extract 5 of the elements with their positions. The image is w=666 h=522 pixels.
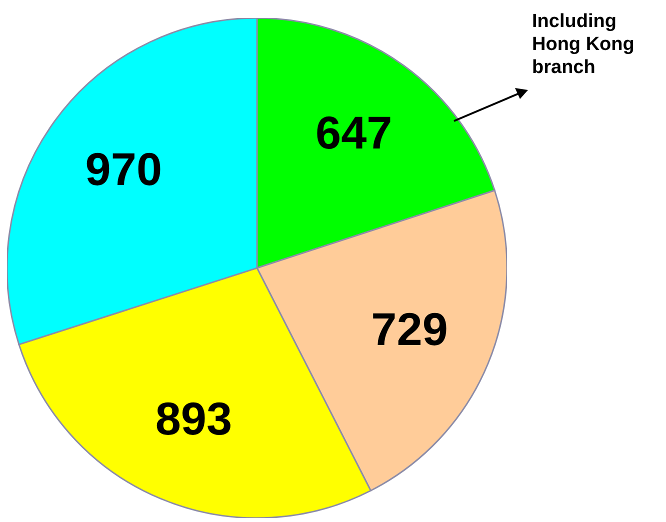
text: Including Hong Kong branch (532, 10, 636, 79)
data-label: 729 (371, 302, 448, 355)
data-label: 647 (316, 106, 392, 158)
data-label: 893 (155, 392, 232, 444)
data-label: 970 (85, 142, 162, 195)
